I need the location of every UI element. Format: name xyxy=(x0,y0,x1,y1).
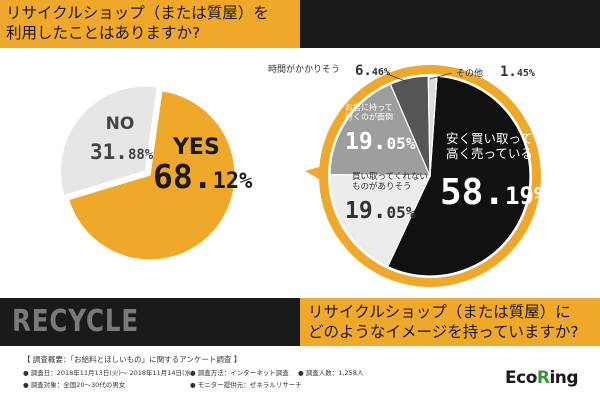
question2-box: リサイクルショップ（または質屋）に どのようなイメージを持っていますか? xyxy=(300,298,600,346)
survey-date: ● 調査日：2018年11月13日(火)〜 2018年11月14日(水) xyxy=(23,369,194,377)
eco-ring-logo: EcoRing xyxy=(505,368,579,388)
question2-text: リサイクルショップ（または質屋）に どのようなイメージを持っていますか? xyxy=(308,303,579,341)
value-bother: 19.05% xyxy=(345,129,416,155)
question1-text: リサイクルショップ（または質屋）を 利用したことはありますか? xyxy=(6,4,269,42)
pie-slice-1 xyxy=(329,173,431,268)
survey-title: 【 調査概要：「お給料とほしいもの」に関するアンケート調査 】 xyxy=(23,355,242,364)
label-not-buy: 買い取ってくれないものがありそう xyxy=(352,172,428,192)
label-cheap: 安く買い取って高く売っている xyxy=(446,131,533,161)
pie-chart-image: 安く買い取って高く売っている 58.19% 買い取ってくれないものがありそう 19.0… xyxy=(268,63,549,287)
recycle-word: RECYCLE xyxy=(12,304,140,339)
value-not-buy: 19.05% xyxy=(345,198,416,224)
value-time: 6.46% xyxy=(355,63,390,79)
value-yes: 68.12% xyxy=(153,157,253,196)
label-time: 時間がかかりそう xyxy=(268,63,340,75)
footer: 【 調査概要：「お給料とほしいもの」に関するアンケート調査 】 ● 調査日：20… xyxy=(0,346,600,402)
label-yes: YES xyxy=(172,135,220,160)
survey-method: ● 調査方法：インターネット調査 xyxy=(190,369,289,377)
survey-count: ● 調査人数：1,258人 xyxy=(298,369,364,377)
label-other: その他 xyxy=(456,67,483,79)
pie-slice-0 xyxy=(386,75,531,277)
leader-time xyxy=(386,73,409,83)
value-no: 31.88% xyxy=(90,140,154,164)
question1-box: リサイクルショップ（または質屋）を 利用したことはありますか? xyxy=(0,0,300,48)
survey-target: ● 調査対象：全国20〜30代の男女 xyxy=(23,381,126,389)
leader-other xyxy=(429,72,453,80)
pie-slice-2 xyxy=(329,83,431,177)
label-bother: お店に持って行くのが面倒 xyxy=(345,102,393,122)
label-no: NO xyxy=(106,114,135,134)
value-cheap: 58.19% xyxy=(440,172,549,213)
pie-slice-1 xyxy=(59,85,158,197)
pie-slice-4 xyxy=(427,75,438,177)
survey-provider: ● モニター提供元：ゼネラルリサーチ xyxy=(190,381,302,389)
value-other: 1.45% xyxy=(500,64,535,80)
pie-slice-0 xyxy=(67,90,236,261)
